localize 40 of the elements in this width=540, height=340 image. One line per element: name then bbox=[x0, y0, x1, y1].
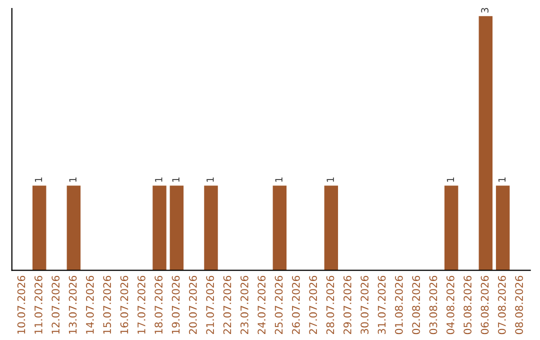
x-tick-label: 22.07.2026 bbox=[223, 276, 232, 334]
x-tick-label: 23.07.2026 bbox=[240, 276, 248, 334]
data-label: 1 bbox=[155, 178, 162, 182]
data-label: 1 bbox=[69, 178, 76, 182]
x-tick-label: 21.07.2026 bbox=[206, 276, 214, 334]
data-label: 1 bbox=[498, 178, 506, 182]
x-tick-label: 07.08.2026 bbox=[498, 276, 506, 334]
x-tick-label: 18.07.2026 bbox=[154, 276, 163, 334]
x-tick-label: 05.08.2026 bbox=[464, 276, 472, 334]
x-tick-label: 24.07.2026 bbox=[258, 276, 266, 334]
x-tick-label: 11.07.2026 bbox=[34, 276, 42, 334]
data-label: 3 bbox=[481, 8, 488, 13]
x-tick-label: 02.08.2026 bbox=[412, 276, 420, 334]
x-tick-label: 30.07.2026 bbox=[360, 276, 369, 334]
data-label: 1 bbox=[172, 178, 180, 182]
x-tick-label: 29.07.2026 bbox=[343, 276, 352, 334]
x-tick-label: 25.07.2026 bbox=[274, 276, 283, 334]
x-tick-label: 14.07.2026 bbox=[86, 276, 94, 334]
data-label: 1 bbox=[326, 178, 334, 182]
x-tick-label: 28.07.2026 bbox=[326, 276, 334, 334]
x-tick-label: 17.07.2026 bbox=[137, 276, 146, 334]
data-label: 1 bbox=[446, 178, 454, 182]
data-label: 1 bbox=[206, 178, 214, 182]
x-tick-label: 03.08.2026 bbox=[429, 276, 438, 334]
x-tick-label: 12.07.2026 bbox=[52, 276, 60, 334]
x-tick-label: 27.07.2026 bbox=[309, 276, 318, 334]
x-tick-label: 15.07.2026 bbox=[103, 276, 112, 334]
x-tick-label: 08.08.2026 bbox=[515, 276, 524, 334]
data-label: 1 bbox=[275, 178, 282, 182]
x-tick-label: 20.07.2026 bbox=[188, 276, 197, 334]
x-tick-label: 01.08.2026 bbox=[394, 276, 403, 334]
x-tick-label: 13.07.2026 bbox=[68, 276, 77, 334]
x-tick-label: 31.07.2026 bbox=[378, 276, 386, 334]
x-tick-label: 10.07.2026 bbox=[17, 276, 26, 334]
x-tick-label: 06.08.2026 bbox=[480, 276, 489, 334]
x-tick-label: 26.07.2026 bbox=[292, 276, 300, 334]
x-tick-label: 04.08.2026 bbox=[446, 276, 454, 334]
x-tick-label: 16.07.2026 bbox=[120, 276, 128, 334]
x-tick-label: 19.07.2026 bbox=[172, 276, 180, 334]
data-label: 1 bbox=[34, 178, 42, 182]
